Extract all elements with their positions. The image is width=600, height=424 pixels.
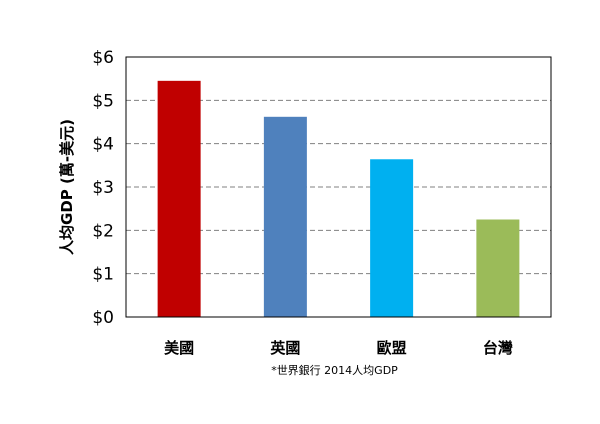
bar <box>263 116 307 317</box>
category-label: 歐盟 <box>377 339 407 357</box>
y-tick-labels: $0 $1 $2 $3 $4 $5 $6 <box>92 48 114 328</box>
bar <box>476 219 520 317</box>
source-note: *世界銀行 2014人均GDP <box>271 363 398 377</box>
plot-frame <box>125 56 552 318</box>
y-tick-label: $6 <box>92 48 114 68</box>
y-tick-label: $2 <box>92 221 114 241</box>
y-tick-label: $5 <box>92 91 114 111</box>
y-tick-label: $0 <box>92 308 114 328</box>
category-label: 美國 <box>164 339 194 357</box>
category-label: 英國 <box>270 339 300 357</box>
y-tick-label: $4 <box>92 135 114 155</box>
category-labels: 美國 英國 歐盟 台灣 <box>164 339 513 357</box>
y-axis-label: 人均GDP (萬-美元) <box>58 119 76 255</box>
bar <box>370 159 414 317</box>
bars <box>157 80 520 317</box>
bar <box>157 80 201 317</box>
y-tick-label: $1 <box>92 265 114 285</box>
category-label: 台灣 <box>483 339 513 357</box>
y-tick-label: $3 <box>92 178 114 198</box>
